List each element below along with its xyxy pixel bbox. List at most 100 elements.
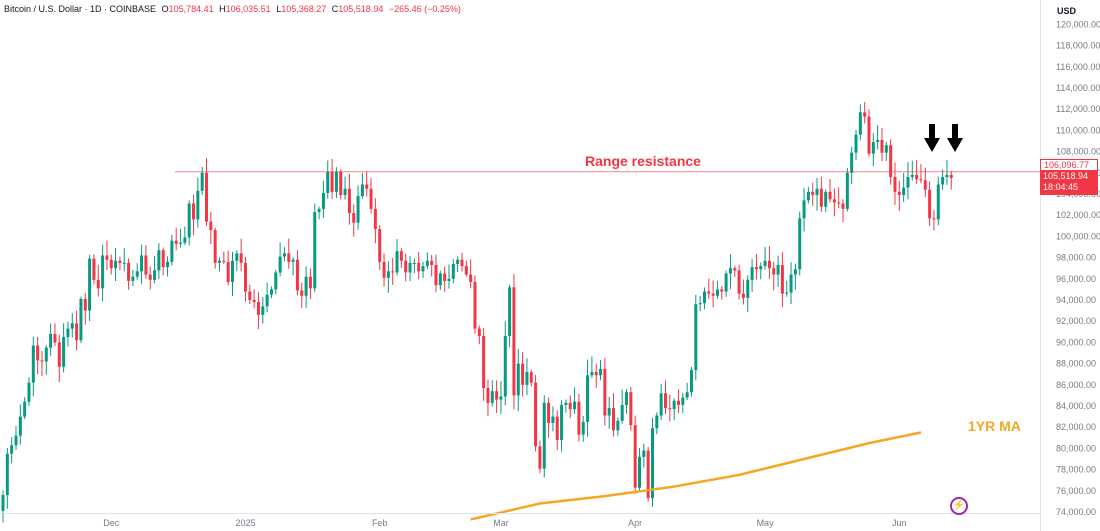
candle (871, 133, 875, 167)
candle (932, 209, 936, 231)
candle-body (893, 177, 897, 192)
candle (806, 186, 810, 204)
candle-body (456, 259, 460, 264)
candle-body (23, 401, 27, 417)
candle-body (646, 450, 650, 499)
candle-body (780, 265, 784, 294)
candle (607, 396, 611, 429)
candle (529, 369, 533, 387)
candle (486, 379, 490, 417)
candle-body (880, 139, 884, 153)
candle-body (399, 251, 403, 261)
candle-body (750, 267, 754, 280)
candle (395, 239, 399, 276)
candle (447, 264, 451, 289)
candle (603, 357, 607, 426)
candle-body (36, 345, 40, 361)
candle-body (321, 192, 325, 209)
candle-body (57, 342, 61, 367)
candle-body (40, 360, 44, 362)
candle (906, 162, 910, 200)
candle (347, 174, 351, 225)
candle (213, 227, 217, 269)
candle (936, 176, 940, 226)
candle (243, 256, 247, 302)
candle (170, 234, 174, 266)
candle (421, 261, 425, 278)
candle-body (720, 289, 724, 292)
candle (109, 254, 113, 275)
candle-body (243, 262, 247, 292)
candle (638, 448, 642, 492)
candle-body (945, 174, 949, 178)
candle-body (256, 302, 260, 315)
candle (356, 185, 360, 230)
candle-body (482, 336, 486, 388)
candle-body (179, 242, 183, 244)
candle-body (655, 415, 659, 429)
candle (473, 275, 477, 334)
candle (434, 254, 438, 293)
candle (282, 247, 286, 262)
candle-body (330, 171, 334, 192)
candle (161, 247, 165, 276)
candle (633, 415, 637, 494)
candle (140, 244, 144, 284)
candle (317, 206, 321, 220)
candle-body (824, 191, 828, 207)
candle (209, 211, 213, 244)
candle (438, 270, 442, 291)
ohlc-o-label: O (161, 4, 169, 14)
candle-body (573, 401, 577, 410)
candle (23, 397, 27, 420)
candle (27, 377, 31, 406)
candle (157, 243, 161, 280)
candle (841, 199, 845, 223)
candle-body (122, 262, 126, 264)
candle-body (629, 392, 633, 426)
candle (5, 447, 9, 509)
candle-body (594, 372, 598, 376)
candle-body (14, 435, 18, 446)
candle-body (538, 446, 542, 469)
candle-body (144, 255, 148, 275)
candle-body (360, 184, 364, 197)
candle-body (672, 400, 676, 410)
candle (928, 181, 932, 226)
candle-body (763, 260, 767, 267)
candle-body (902, 187, 906, 196)
candle-body (620, 404, 624, 421)
candle-body (681, 397, 685, 405)
currency-label[interactable]: USD (1057, 6, 1077, 16)
candle (863, 101, 867, 124)
candle (945, 159, 949, 185)
candle-body (205, 172, 209, 222)
y-tick-label: 80,000.00 (1056, 443, 1096, 453)
candle-body (534, 382, 538, 447)
candle-body (62, 337, 66, 367)
candle-body (213, 230, 217, 263)
candle (763, 247, 767, 270)
candle-body (226, 261, 230, 282)
candle (443, 266, 447, 292)
last-price-value: 105,518.94 (1043, 171, 1089, 181)
candle-body (300, 290, 304, 296)
resistance-price-tag: 106,096.77 (1040, 159, 1098, 171)
candle-body (261, 306, 265, 315)
candle-body (218, 260, 221, 263)
candle-body (49, 333, 53, 348)
candle-body (789, 274, 793, 293)
y-tick-label: 92,000.00 (1056, 316, 1096, 326)
candle (425, 252, 429, 270)
candle (291, 257, 295, 276)
candle-body (607, 408, 611, 416)
y-tick-label: 78,000.00 (1056, 465, 1096, 475)
candle-body (876, 139, 880, 143)
candle-body (395, 251, 399, 273)
candle-body (772, 268, 776, 275)
candle-body (867, 116, 871, 154)
candle-body (308, 276, 312, 289)
replay-icon[interactable]: ⚡ (950, 497, 968, 515)
